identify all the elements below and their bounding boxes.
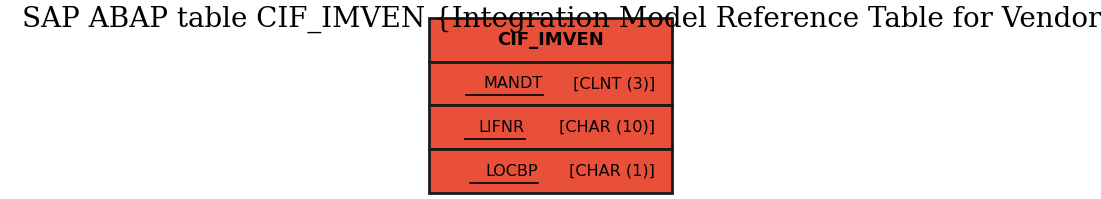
Text: [CLNT (3)]: [CLNT (3)] [568, 76, 655, 91]
Bar [429, 62, 672, 105]
Text: [CHAR (10)]: [CHAR (10)] [554, 120, 655, 135]
Text: LIFNR: LIFNR [479, 120, 525, 135]
Bar [429, 149, 672, 193]
Text: LOCBP: LOCBP [486, 164, 537, 179]
Text: [CHAR (1)]: [CHAR (1)] [564, 164, 655, 179]
Text: CIF_IMVEN: CIF_IMVEN [498, 31, 603, 49]
Text: SAP ABAP table CIF_IMVEN {Integration Model Reference Table for Vendors}: SAP ABAP table CIF_IMVEN {Integration Mo… [22, 6, 1101, 33]
Text: MANDT: MANDT [483, 76, 543, 91]
Bar [429, 105, 672, 149]
Bar [429, 18, 672, 62]
